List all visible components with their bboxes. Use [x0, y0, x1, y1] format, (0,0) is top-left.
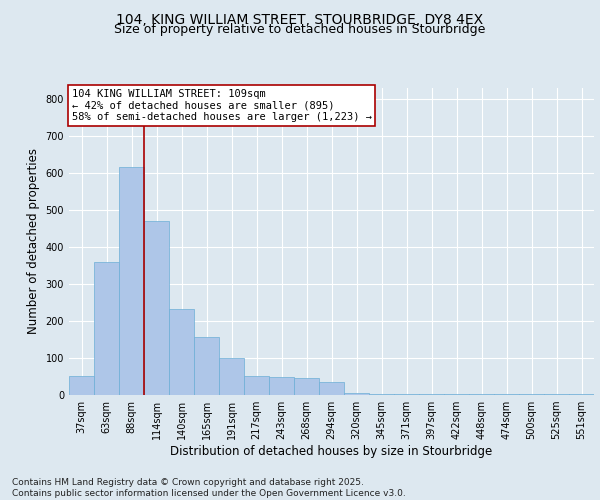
Bar: [419, 394, 444, 395]
Text: 104 KING WILLIAM STREET: 109sqm
← 42% of detached houses are smaller (895)
58% o: 104 KING WILLIAM STREET: 109sqm ← 42% of…: [71, 89, 371, 122]
Text: 104, KING WILLIAM STREET, STOURBRIDGE, DY8 4EX: 104, KING WILLIAM STREET, STOURBRIDGE, D…: [116, 12, 484, 26]
Bar: [519, 394, 544, 395]
Bar: [269, 377, 294, 395]
Bar: [319, 382, 344, 395]
Bar: [344, 393, 369, 395]
Bar: [194, 337, 219, 395]
Bar: [369, 394, 394, 395]
Bar: [544, 394, 569, 395]
Bar: [444, 394, 469, 395]
Bar: [119, 167, 144, 395]
Bar: [394, 394, 419, 395]
Bar: [169, 309, 194, 395]
Bar: [469, 394, 494, 395]
Bar: [219, 358, 244, 395]
Bar: [144, 221, 169, 395]
Text: Contains HM Land Registry data © Crown copyright and database right 2025.
Contai: Contains HM Land Registry data © Crown c…: [12, 478, 406, 498]
X-axis label: Distribution of detached houses by size in Stourbridge: Distribution of detached houses by size …: [170, 445, 493, 458]
Y-axis label: Number of detached properties: Number of detached properties: [27, 148, 40, 334]
Bar: [94, 262, 119, 395]
Bar: [244, 376, 269, 395]
Bar: [494, 394, 519, 395]
Bar: [294, 378, 319, 395]
Bar: [69, 376, 94, 395]
Text: Size of property relative to detached houses in Stourbridge: Size of property relative to detached ho…: [115, 23, 485, 36]
Bar: [569, 394, 594, 395]
